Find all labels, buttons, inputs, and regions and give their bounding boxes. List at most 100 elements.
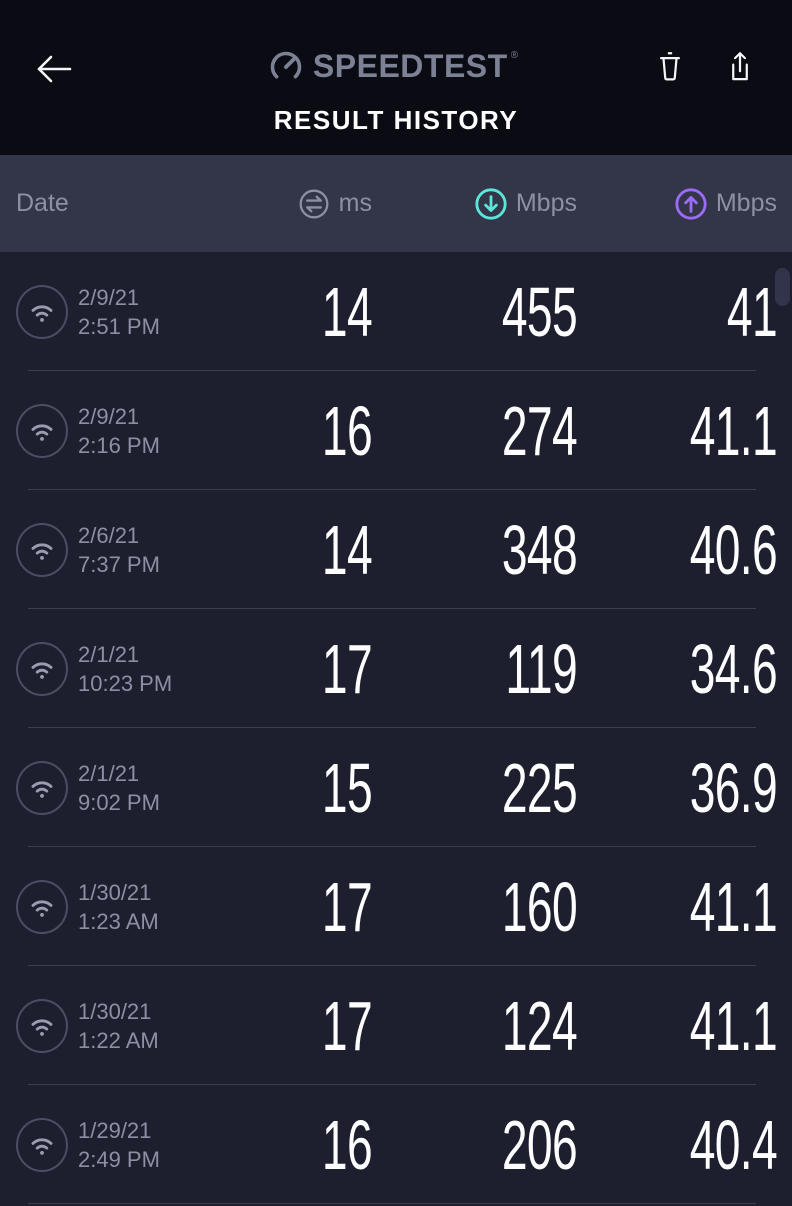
table-header: Date ms Mbps	[0, 155, 792, 252]
result-date-cell: 2/1/21 10:23 PM	[16, 640, 252, 698]
result-time: 2:16 PM	[78, 432, 160, 458]
result-date-cell: 2/1/21 9:02 PM	[16, 759, 252, 817]
trash-icon	[656, 48, 684, 86]
upload-unit-label: Mbps	[715, 189, 777, 217]
speedtest-gauge-icon	[268, 49, 304, 85]
result-date: 1/30/21	[78, 879, 152, 905]
page-title: RESULT HISTORY	[273, 105, 519, 135]
result-datetime: 2/1/21 9:02 PM	[78, 759, 160, 817]
result-datetime: 1/29/21 2:49 PM	[78, 1116, 160, 1174]
column-header-ping: ms	[252, 187, 372, 221]
wifi-icon	[16, 760, 68, 815]
table-row[interactable]: 1/30/21 1:22 AM 17 124 41.1	[0, 966, 792, 1085]
result-date-cell: 2/9/21 2:16 PM	[16, 402, 252, 460]
result-date: 2/1/21	[78, 760, 140, 786]
ping-value: 16	[321, 391, 373, 470]
download-value: 455	[501, 272, 578, 351]
result-list: 2/9/21 2:51 PM 14 455 41 2/9/21 2:16 PM …	[0, 252, 792, 1204]
result-time: 2:51 PM	[78, 313, 160, 339]
ping-value: 15	[321, 748, 373, 827]
result-datetime: 1/30/21 1:22 AM	[78, 997, 159, 1055]
result-date: 2/1/21	[78, 641, 140, 667]
table-row[interactable]: 2/1/21 10:23 PM 17 119 34.6	[0, 609, 792, 728]
result-datetime: 2/1/21 10:23 PM	[78, 640, 172, 698]
ping-value: 17	[321, 986, 373, 1065]
ping-value: 14	[321, 510, 373, 589]
delete-history-button[interactable]	[656, 48, 684, 86]
download-value: 124	[501, 986, 578, 1065]
result-datetime: 2/9/21 2:51 PM	[78, 283, 160, 341]
result-datetime: 2/6/21 7:37 PM	[78, 521, 160, 579]
result-time: 2:49 PM	[78, 1146, 160, 1172]
wifi-icon	[16, 1117, 68, 1172]
upload-value: 41.1	[689, 391, 778, 470]
ping-value: 14	[321, 272, 373, 351]
wifi-icon	[16, 641, 68, 696]
ping-unit-label: ms	[338, 189, 372, 217]
download-value: 206	[501, 1105, 578, 1184]
result-time: 1:22 AM	[78, 1027, 159, 1053]
result-date-cell: 1/29/21 2:49 PM	[16, 1116, 252, 1174]
back-button[interactable]	[34, 50, 74, 88]
table-row[interactable]: 2/6/21 7:37 PM 14 348 40.6	[0, 490, 792, 609]
speedtest-logo: SPEEDTEST ®	[0, 48, 792, 85]
wifi-icon	[16, 879, 68, 934]
table-row[interactable]: 1/29/21 2:49 PM 16 206 40.4	[0, 1085, 792, 1204]
table-row[interactable]: 2/9/21 2:51 PM 14 455 41	[0, 252, 792, 371]
column-header-date: Date	[16, 189, 252, 218]
share-icon	[726, 48, 754, 86]
download-value: 348	[501, 510, 578, 589]
column-header-download: Mbps	[372, 187, 577, 221]
upload-value: 40.4	[689, 1105, 778, 1184]
download-value: 119	[505, 629, 577, 708]
upload-value: 40.6	[689, 510, 778, 589]
ping-value: 16	[321, 1105, 373, 1184]
wifi-icon	[16, 403, 68, 458]
upload-value: 41.1	[689, 867, 778, 946]
download-unit-label: Mbps	[515, 189, 577, 217]
result-date: 1/30/21	[78, 998, 152, 1024]
topbar-actions	[656, 48, 754, 86]
upload-value: 41	[726, 272, 778, 351]
top-bar: SPEEDTEST ®	[0, 0, 792, 155]
ping-value: 17	[321, 867, 373, 946]
wifi-icon	[16, 998, 68, 1053]
result-time: 1:23 AM	[78, 908, 159, 934]
upload-value: 36.9	[689, 748, 778, 827]
result-time: 10:23 PM	[78, 670, 173, 696]
result-date: 2/9/21	[78, 403, 140, 429]
wifi-icon	[16, 284, 68, 339]
result-date: 2/6/21	[78, 522, 140, 548]
upload-circle-icon	[674, 187, 708, 221]
download-value: 274	[501, 391, 578, 470]
logo-wordmark: SPEEDTEST	[312, 48, 508, 84]
table-row[interactable]: 2/9/21 2:16 PM 16 274 41.1	[0, 371, 792, 490]
download-value: 225	[501, 748, 578, 827]
result-datetime: 1/30/21 1:23 AM	[78, 878, 159, 936]
table-row[interactable]: 1/30/21 1:23 AM 17 160 41.1	[0, 847, 792, 966]
result-date: 1/29/21	[78, 1117, 152, 1143]
result-date: 2/9/21	[78, 284, 140, 310]
result-date-cell: 2/6/21 7:37 PM	[16, 521, 252, 579]
scrollbar-thumb[interactable]	[775, 268, 790, 306]
result-date-cell: 2/9/21 2:51 PM	[16, 283, 252, 341]
table-row[interactable]: 2/1/21 9:02 PM 15 225 36.9	[0, 728, 792, 847]
ping-value: 17	[321, 629, 373, 708]
wifi-icon	[16, 522, 68, 577]
column-header-upload: Mbps	[577, 187, 777, 221]
date-header-label: Date	[16, 189, 69, 217]
result-date-cell: 1/30/21 1:23 AM	[16, 878, 252, 936]
upload-value: 41.1	[689, 986, 778, 1065]
download-value: 160	[501, 867, 578, 946]
result-time: 9:02 PM	[78, 789, 160, 815]
back-arrow-icon	[34, 50, 74, 88]
upload-value: 34.6	[689, 629, 778, 708]
download-circle-icon	[474, 187, 508, 221]
share-button[interactable]	[726, 48, 754, 86]
result-datetime: 2/9/21 2:16 PM	[78, 402, 160, 460]
registered-trademark: ®	[510, 50, 519, 61]
result-date-cell: 1/30/21 1:22 AM	[16, 997, 252, 1055]
result-time: 7:37 PM	[78, 551, 160, 577]
ping-arrows-icon	[297, 187, 331, 221]
